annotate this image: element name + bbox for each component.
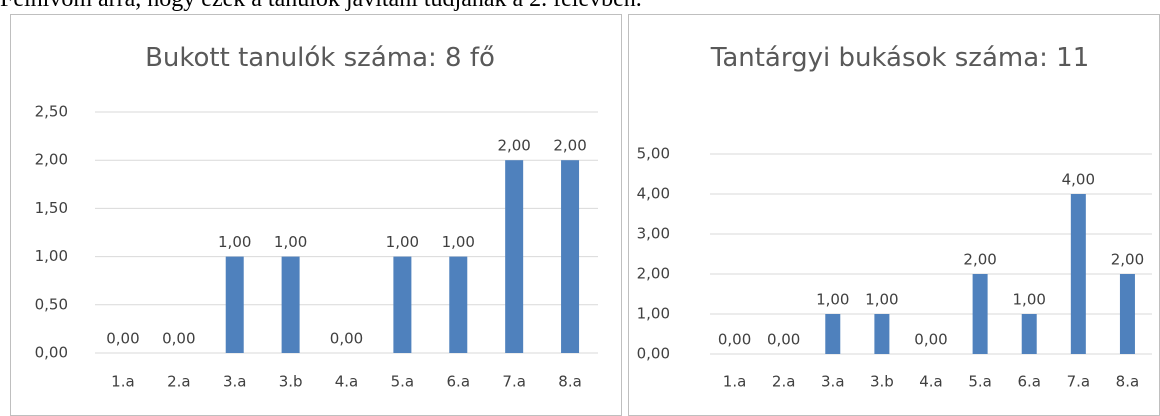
x-tick-label: 3.a xyxy=(223,373,247,391)
x-tick-label: 2.a xyxy=(167,373,191,391)
bar xyxy=(1070,194,1086,354)
data-label: 4,00 xyxy=(1062,171,1095,189)
data-label: 2,00 xyxy=(1111,251,1144,269)
y-tick-label: 2,00 xyxy=(637,265,670,283)
x-tick-label: 8.a xyxy=(558,373,582,391)
y-tick-label: 3,00 xyxy=(637,225,670,243)
y-tick-label: 2,00 xyxy=(35,151,68,169)
x-tick-label: 3.b xyxy=(279,373,303,391)
x-tick-label: 4.a xyxy=(335,373,359,391)
y-tick-label: 4,00 xyxy=(637,185,670,203)
y-tick-label: 0,00 xyxy=(35,344,68,362)
x-tick-label: 2.a xyxy=(772,373,796,391)
bar xyxy=(874,314,890,354)
x-tick-label: 6.a xyxy=(1017,373,1041,391)
data-label: 1,00 xyxy=(386,233,419,251)
data-label: 0,00 xyxy=(767,331,800,349)
data-label: 1,00 xyxy=(218,233,251,251)
bar xyxy=(281,256,300,353)
y-tick-label: 1,50 xyxy=(35,199,68,217)
data-label: 1,00 xyxy=(274,233,307,251)
paragraph: Felhívom arra, hogy ezek a tanulók javít… xyxy=(0,0,642,13)
x-tick-label: 7.a xyxy=(502,373,526,391)
x-tick-label: 3.b xyxy=(870,373,894,391)
x-tick-label: 7.a xyxy=(1067,373,1091,391)
x-tick-label: 3.a xyxy=(821,373,845,391)
x-tick-label: 1.a xyxy=(723,373,747,391)
bar xyxy=(449,256,468,353)
data-label: 1,00 xyxy=(865,291,898,309)
chart-title: Tantárgyi bukások száma: 11 xyxy=(710,43,1090,73)
y-tick-label: 2,50 xyxy=(35,103,68,121)
data-label: 1,00 xyxy=(1013,291,1046,309)
bar xyxy=(561,160,580,353)
y-tick-label: 0,50 xyxy=(35,295,68,313)
bar xyxy=(505,160,524,353)
x-tick-label: 5.a xyxy=(391,373,415,391)
y-tick-label: 5,00 xyxy=(637,145,670,163)
data-label: 2,00 xyxy=(553,137,586,155)
data-label: 2,00 xyxy=(497,137,530,155)
data-label: 1,00 xyxy=(816,291,849,309)
bar xyxy=(393,256,412,353)
chart-title: Bukott tanulók száma: 8 fő xyxy=(145,43,495,73)
x-tick-label: 1.a xyxy=(111,373,135,391)
data-label: 0,00 xyxy=(330,330,363,348)
bar xyxy=(225,256,244,353)
data-label: 0,00 xyxy=(914,331,947,349)
data-label: 0,00 xyxy=(718,331,751,349)
data-label: 1,00 xyxy=(442,233,475,251)
data-label: 0,00 xyxy=(162,330,195,348)
data-label: 2,00 xyxy=(963,251,996,269)
y-tick-label: 0,00 xyxy=(637,345,670,363)
x-tick-label: 8.a xyxy=(1116,373,1140,391)
x-tick-label: 5.a xyxy=(968,373,992,391)
x-tick-label: 6.a xyxy=(447,373,471,391)
bar xyxy=(972,274,988,354)
bar xyxy=(825,314,841,354)
y-tick-label: 1,00 xyxy=(35,247,68,265)
bar xyxy=(1021,314,1037,354)
y-tick-label: 1,00 xyxy=(637,305,670,323)
bar xyxy=(1119,274,1135,354)
x-tick-label: 4.a xyxy=(919,373,943,391)
data-label: 0,00 xyxy=(106,330,139,348)
